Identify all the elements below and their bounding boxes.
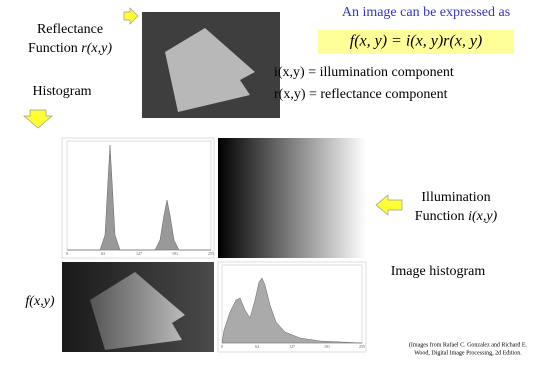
tick-label: 255 [359,344,365,349]
label: Function r(x,y) [28,41,112,56]
definition: r(x,y) = reflectance component [274,87,448,102]
label: Function i(x,y) [415,209,498,224]
tick-label: 63 [255,344,259,349]
label: Histogram [32,84,91,99]
label: Illumination [421,190,490,205]
tick-label: 0 [221,344,223,349]
tick-label: 127 [136,251,142,256]
label: Image histogram [391,264,486,279]
label: Reflectance [37,22,103,37]
label: f(x,y) [25,294,54,309]
tick-label: 255 [208,251,214,256]
histogram-image [62,138,214,258]
tick-label: 63 [101,251,105,256]
citation: Wood, Digital Image Processing, 2d Editi… [414,350,522,356]
arrow-down [24,110,52,128]
tick-label: 191 [324,344,330,349]
arrow-left [376,195,402,215]
illumination-image [218,138,366,258]
arrow-right [124,8,138,24]
intro: An image can be expressed as [342,5,510,20]
citation: (Images from Rafael C. Gonzalez and Rich… [409,341,528,348]
tick-label: 127 [289,344,295,349]
formula: f(x, y) = i(x, y)r(x, y) [350,33,483,50]
tick-label: 0 [66,251,68,256]
tick-label: 191 [172,251,178,256]
slide: 0 63 127 191 255 0 63 127 191 255 Reflectance Fu… [0,0,556,378]
definition: i(x,y) = illumination component [274,65,454,80]
